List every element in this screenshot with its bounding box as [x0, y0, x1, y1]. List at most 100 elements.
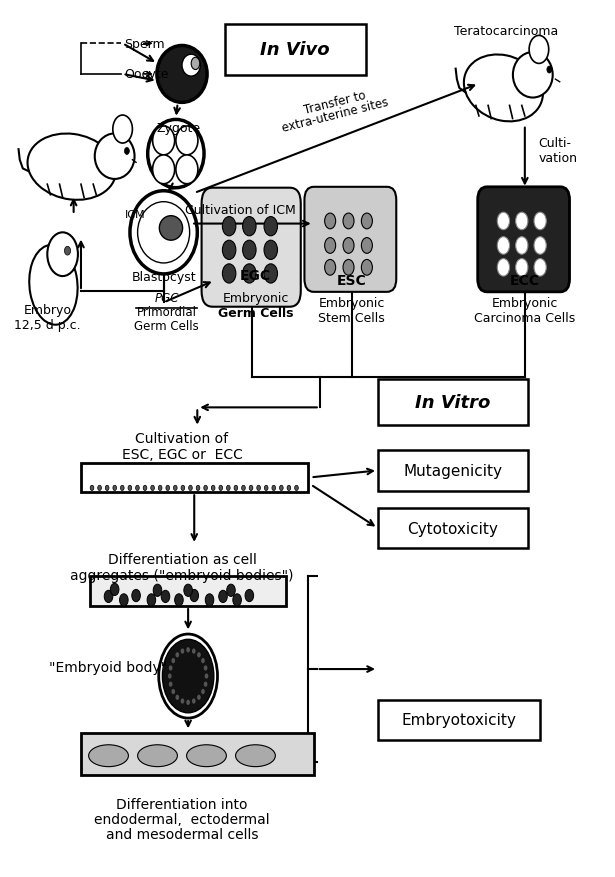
Text: ESC: ESC — [336, 274, 367, 288]
Ellipse shape — [138, 203, 189, 264]
Circle shape — [257, 486, 260, 491]
Circle shape — [515, 260, 528, 277]
Circle shape — [245, 589, 253, 602]
Text: Differentiation as cell: Differentiation as cell — [108, 553, 256, 567]
Circle shape — [121, 486, 124, 491]
Circle shape — [161, 590, 170, 602]
Text: endodermal,  ectodermal: endodermal, ectodermal — [94, 812, 270, 826]
Ellipse shape — [138, 745, 177, 766]
Ellipse shape — [236, 745, 276, 766]
Circle shape — [205, 594, 214, 606]
Circle shape — [515, 213, 528, 231]
Circle shape — [534, 238, 546, 255]
Bar — [81, 733, 314, 775]
Circle shape — [175, 652, 179, 658]
Text: extra-uterine sites: extra-uterine sites — [280, 96, 390, 134]
Text: In Vitro: In Vitro — [415, 394, 491, 411]
Ellipse shape — [89, 745, 129, 766]
Text: Embryo: Embryo — [23, 303, 71, 317]
Circle shape — [173, 486, 177, 491]
Circle shape — [343, 239, 354, 254]
Circle shape — [362, 260, 373, 276]
Bar — [378, 700, 540, 740]
Circle shape — [223, 265, 236, 284]
Circle shape — [234, 486, 238, 491]
Text: Oocyte: Oocyte — [124, 68, 169, 82]
Text: Carcinoma Cells: Carcinoma Cells — [474, 311, 576, 324]
Text: and mesodermal cells: and mesodermal cells — [106, 827, 258, 841]
Text: Transfer to: Transfer to — [303, 89, 367, 117]
Text: Cultivation of ICM: Cultivation of ICM — [184, 203, 296, 217]
Circle shape — [186, 647, 190, 652]
Circle shape — [132, 589, 140, 602]
Ellipse shape — [153, 156, 175, 184]
Circle shape — [264, 217, 277, 237]
Ellipse shape — [159, 217, 183, 241]
Circle shape — [264, 241, 277, 260]
Circle shape — [279, 486, 283, 491]
Circle shape — [181, 699, 184, 704]
Circle shape — [227, 584, 236, 596]
Text: aggregates ("embryoid bodies"): aggregates ("embryoid bodies") — [70, 568, 294, 581]
Circle shape — [196, 486, 200, 491]
Circle shape — [204, 681, 207, 687]
Circle shape — [242, 217, 256, 237]
Circle shape — [226, 486, 230, 491]
Circle shape — [498, 213, 510, 231]
Circle shape — [158, 486, 162, 491]
Circle shape — [534, 260, 546, 277]
Circle shape — [192, 699, 196, 704]
Circle shape — [242, 486, 245, 491]
Text: Sperm: Sperm — [124, 38, 164, 51]
Circle shape — [135, 486, 139, 491]
Circle shape — [147, 594, 156, 606]
Text: In Vivo: In Vivo — [260, 41, 330, 60]
Text: Cytotoxicity: Cytotoxicity — [408, 521, 498, 536]
Ellipse shape — [176, 127, 198, 156]
Circle shape — [325, 214, 336, 230]
Circle shape — [529, 36, 549, 64]
Circle shape — [362, 214, 373, 230]
Circle shape — [104, 590, 113, 602]
Circle shape — [169, 666, 172, 671]
Circle shape — [515, 238, 528, 255]
FancyBboxPatch shape — [304, 188, 396, 293]
Text: Embryonic: Embryonic — [491, 296, 558, 310]
Circle shape — [534, 213, 546, 231]
Circle shape — [325, 260, 336, 276]
Circle shape — [287, 486, 291, 491]
Circle shape — [153, 584, 162, 596]
Text: "Embryoid body": "Embryoid body" — [49, 660, 168, 674]
Text: Mutagenicity: Mutagenicity — [403, 463, 502, 478]
Circle shape — [181, 649, 184, 654]
Text: Stem Cells: Stem Cells — [318, 311, 385, 324]
Text: ICM: ICM — [125, 210, 145, 220]
FancyBboxPatch shape — [202, 189, 301, 307]
Text: Differentiation into: Differentiation into — [116, 797, 248, 811]
Circle shape — [191, 58, 200, 70]
Circle shape — [242, 265, 256, 284]
Circle shape — [113, 116, 132, 144]
Circle shape — [128, 486, 132, 491]
Circle shape — [110, 583, 119, 595]
Circle shape — [192, 649, 196, 654]
Circle shape — [124, 148, 129, 155]
Bar — [225, 25, 366, 75]
Bar — [90, 577, 286, 606]
Circle shape — [295, 486, 298, 491]
Text: Germ Cells: Germ Cells — [218, 307, 293, 320]
Text: ECC: ECC — [510, 274, 540, 288]
Circle shape — [175, 594, 183, 606]
Circle shape — [547, 67, 552, 74]
Circle shape — [498, 238, 510, 255]
Bar — [378, 380, 528, 425]
Ellipse shape — [464, 55, 543, 122]
Circle shape — [159, 634, 218, 718]
Circle shape — [98, 486, 101, 491]
Circle shape — [212, 486, 215, 491]
Circle shape — [113, 486, 117, 491]
Circle shape — [169, 681, 172, 687]
Text: Embryonic: Embryonic — [319, 296, 385, 310]
FancyBboxPatch shape — [478, 188, 569, 293]
Circle shape — [143, 486, 147, 491]
